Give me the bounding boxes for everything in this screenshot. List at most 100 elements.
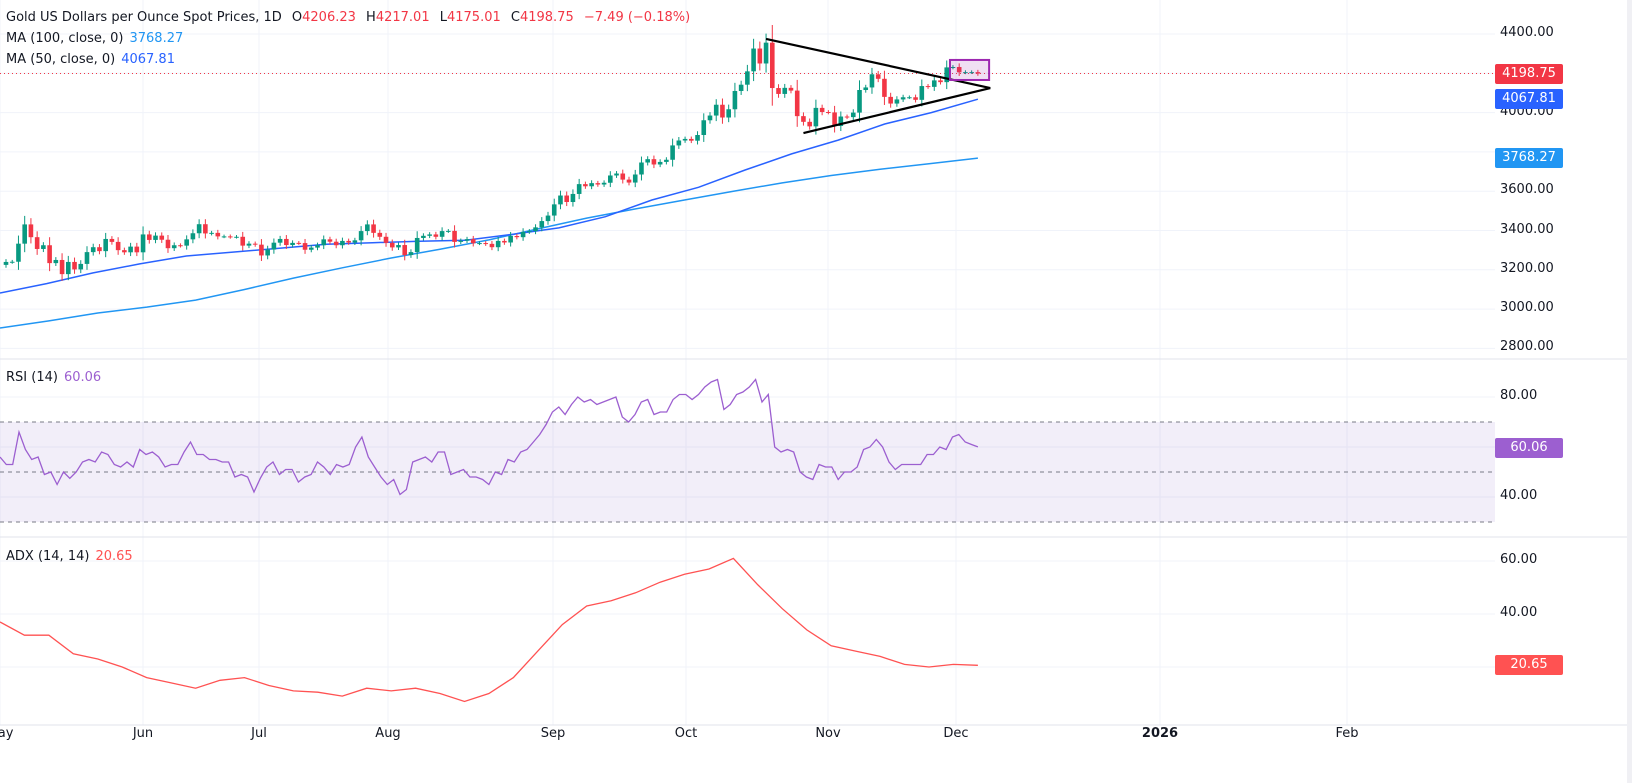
adx-label: ADX (14, 14) bbox=[6, 549, 90, 564]
candle-down bbox=[203, 224, 208, 234]
symbol-title: Gold US Dollars per Ounce Spot Prices, 1… bbox=[6, 10, 282, 25]
ma50-value: 4067.81 bbox=[121, 52, 175, 67]
candle-down bbox=[583, 184, 588, 187]
time-tick-label: Feb bbox=[1335, 726, 1359, 741]
candle-up bbox=[171, 245, 177, 249]
candle-down bbox=[97, 247, 102, 252]
candle-up bbox=[539, 221, 545, 228]
ohlc-high: H4217.01 bbox=[366, 10, 430, 25]
candle-up bbox=[439, 231, 445, 237]
ma50-legend[interactable]: MA (50, close, 0) 4067.81 bbox=[6, 52, 181, 67]
ma50-line bbox=[0, 98, 979, 294]
candle-up bbox=[315, 245, 320, 248]
candle-up bbox=[707, 115, 713, 121]
rsi-line bbox=[0, 378, 979, 496]
candle-up bbox=[477, 243, 482, 245]
candle-down bbox=[146, 234, 152, 240]
rsi-legend[interactable]: RSI (14) 60.06 bbox=[6, 370, 107, 385]
time-tick-label: 2026 bbox=[1141, 726, 1179, 741]
candle-down bbox=[284, 238, 289, 246]
candle-up bbox=[850, 112, 856, 118]
candle-up bbox=[533, 227, 538, 232]
candle-down bbox=[832, 112, 837, 126]
candle-down bbox=[564, 195, 569, 203]
candle-up bbox=[408, 252, 414, 256]
candle-up bbox=[458, 240, 464, 242]
candle-up bbox=[601, 182, 607, 185]
symbol-legend: Gold US Dollars per Ounce Spot Prices, 1… bbox=[6, 10, 696, 25]
candle-down bbox=[489, 243, 495, 248]
candle-up bbox=[153, 235, 158, 240]
candle-up bbox=[738, 84, 744, 91]
candle-up bbox=[745, 71, 750, 85]
candle-up bbox=[931, 80, 937, 87]
candle-down bbox=[47, 245, 52, 264]
candle-down bbox=[875, 74, 881, 79]
candle-up bbox=[290, 242, 295, 246]
candle-down bbox=[620, 173, 626, 180]
candle-up bbox=[41, 245, 46, 249]
candle-down bbox=[72, 261, 77, 270]
rsi-tick-label: 40.00 bbox=[1500, 488, 1538, 503]
candle-down bbox=[882, 78, 887, 97]
candle-down bbox=[227, 236, 233, 238]
candle-up bbox=[907, 97, 912, 99]
high-value: 4217.01 bbox=[375, 10, 430, 25]
candle-down bbox=[826, 112, 831, 114]
candle-down bbox=[807, 121, 812, 127]
candle-up bbox=[421, 235, 426, 238]
candle-up bbox=[527, 231, 532, 233]
candle-up bbox=[763, 42, 769, 64]
candle-up bbox=[576, 184, 582, 194]
time-tick-label: Oct bbox=[674, 726, 698, 741]
candle-down bbox=[819, 107, 825, 113]
candle-down bbox=[377, 232, 383, 237]
low-label: L bbox=[439, 10, 447, 25]
adx-legend[interactable]: ADX (14, 14) 20.65 bbox=[6, 549, 139, 564]
candle-down bbox=[483, 243, 489, 245]
adx-line bbox=[0, 557, 978, 703]
time-tick-label: Jul bbox=[251, 726, 267, 741]
ohlc-open: O4206.23 bbox=[292, 10, 356, 25]
candle-down bbox=[122, 250, 127, 253]
candle-up bbox=[813, 107, 819, 127]
candle-down bbox=[389, 242, 395, 248]
candle-down bbox=[159, 235, 165, 240]
ma100-legend[interactable]: MA (100, close, 0) 3768.27 bbox=[6, 31, 189, 46]
candle-up bbox=[209, 232, 214, 234]
candle-down bbox=[757, 48, 763, 64]
candle-up bbox=[900, 97, 906, 100]
candle-up bbox=[545, 215, 551, 222]
candle-up bbox=[190, 233, 196, 240]
high-label: H bbox=[366, 10, 376, 25]
candle-down bbox=[925, 86, 931, 88]
candle-down bbox=[626, 179, 632, 183]
candle-down bbox=[502, 240, 507, 243]
candle-down bbox=[788, 87, 794, 91]
adx-tick-label: 60.00 bbox=[1500, 552, 1538, 567]
candle-down bbox=[34, 237, 40, 249]
candle-up bbox=[682, 138, 688, 141]
candle-up bbox=[53, 259, 59, 264]
candle-up bbox=[365, 224, 370, 232]
price-tick-label: 3400.00 bbox=[1500, 221, 1554, 237]
ma50-label: MA (50, close, 0) bbox=[6, 52, 116, 67]
candle-up bbox=[664, 159, 669, 162]
candle-up bbox=[869, 74, 875, 88]
ma100-value: 3768.27 bbox=[129, 31, 184, 46]
candle-down bbox=[433, 234, 439, 237]
price-tick-label: 3600.00 bbox=[1500, 182, 1554, 198]
ohlc-close: C4198.75 bbox=[511, 10, 574, 25]
candle-down bbox=[383, 236, 389, 243]
candle-up bbox=[520, 231, 526, 238]
open-label: O bbox=[291, 10, 303, 25]
candle-up bbox=[16, 243, 21, 262]
candle-up bbox=[246, 243, 252, 246]
candle-down bbox=[327, 239, 333, 242]
candle-up bbox=[508, 236, 513, 243]
candle-down bbox=[333, 241, 339, 246]
candle-up bbox=[751, 48, 756, 72]
ma100-price-tag: 3768.27 bbox=[1495, 148, 1563, 168]
time-tick-label: Dec bbox=[943, 726, 969, 741]
